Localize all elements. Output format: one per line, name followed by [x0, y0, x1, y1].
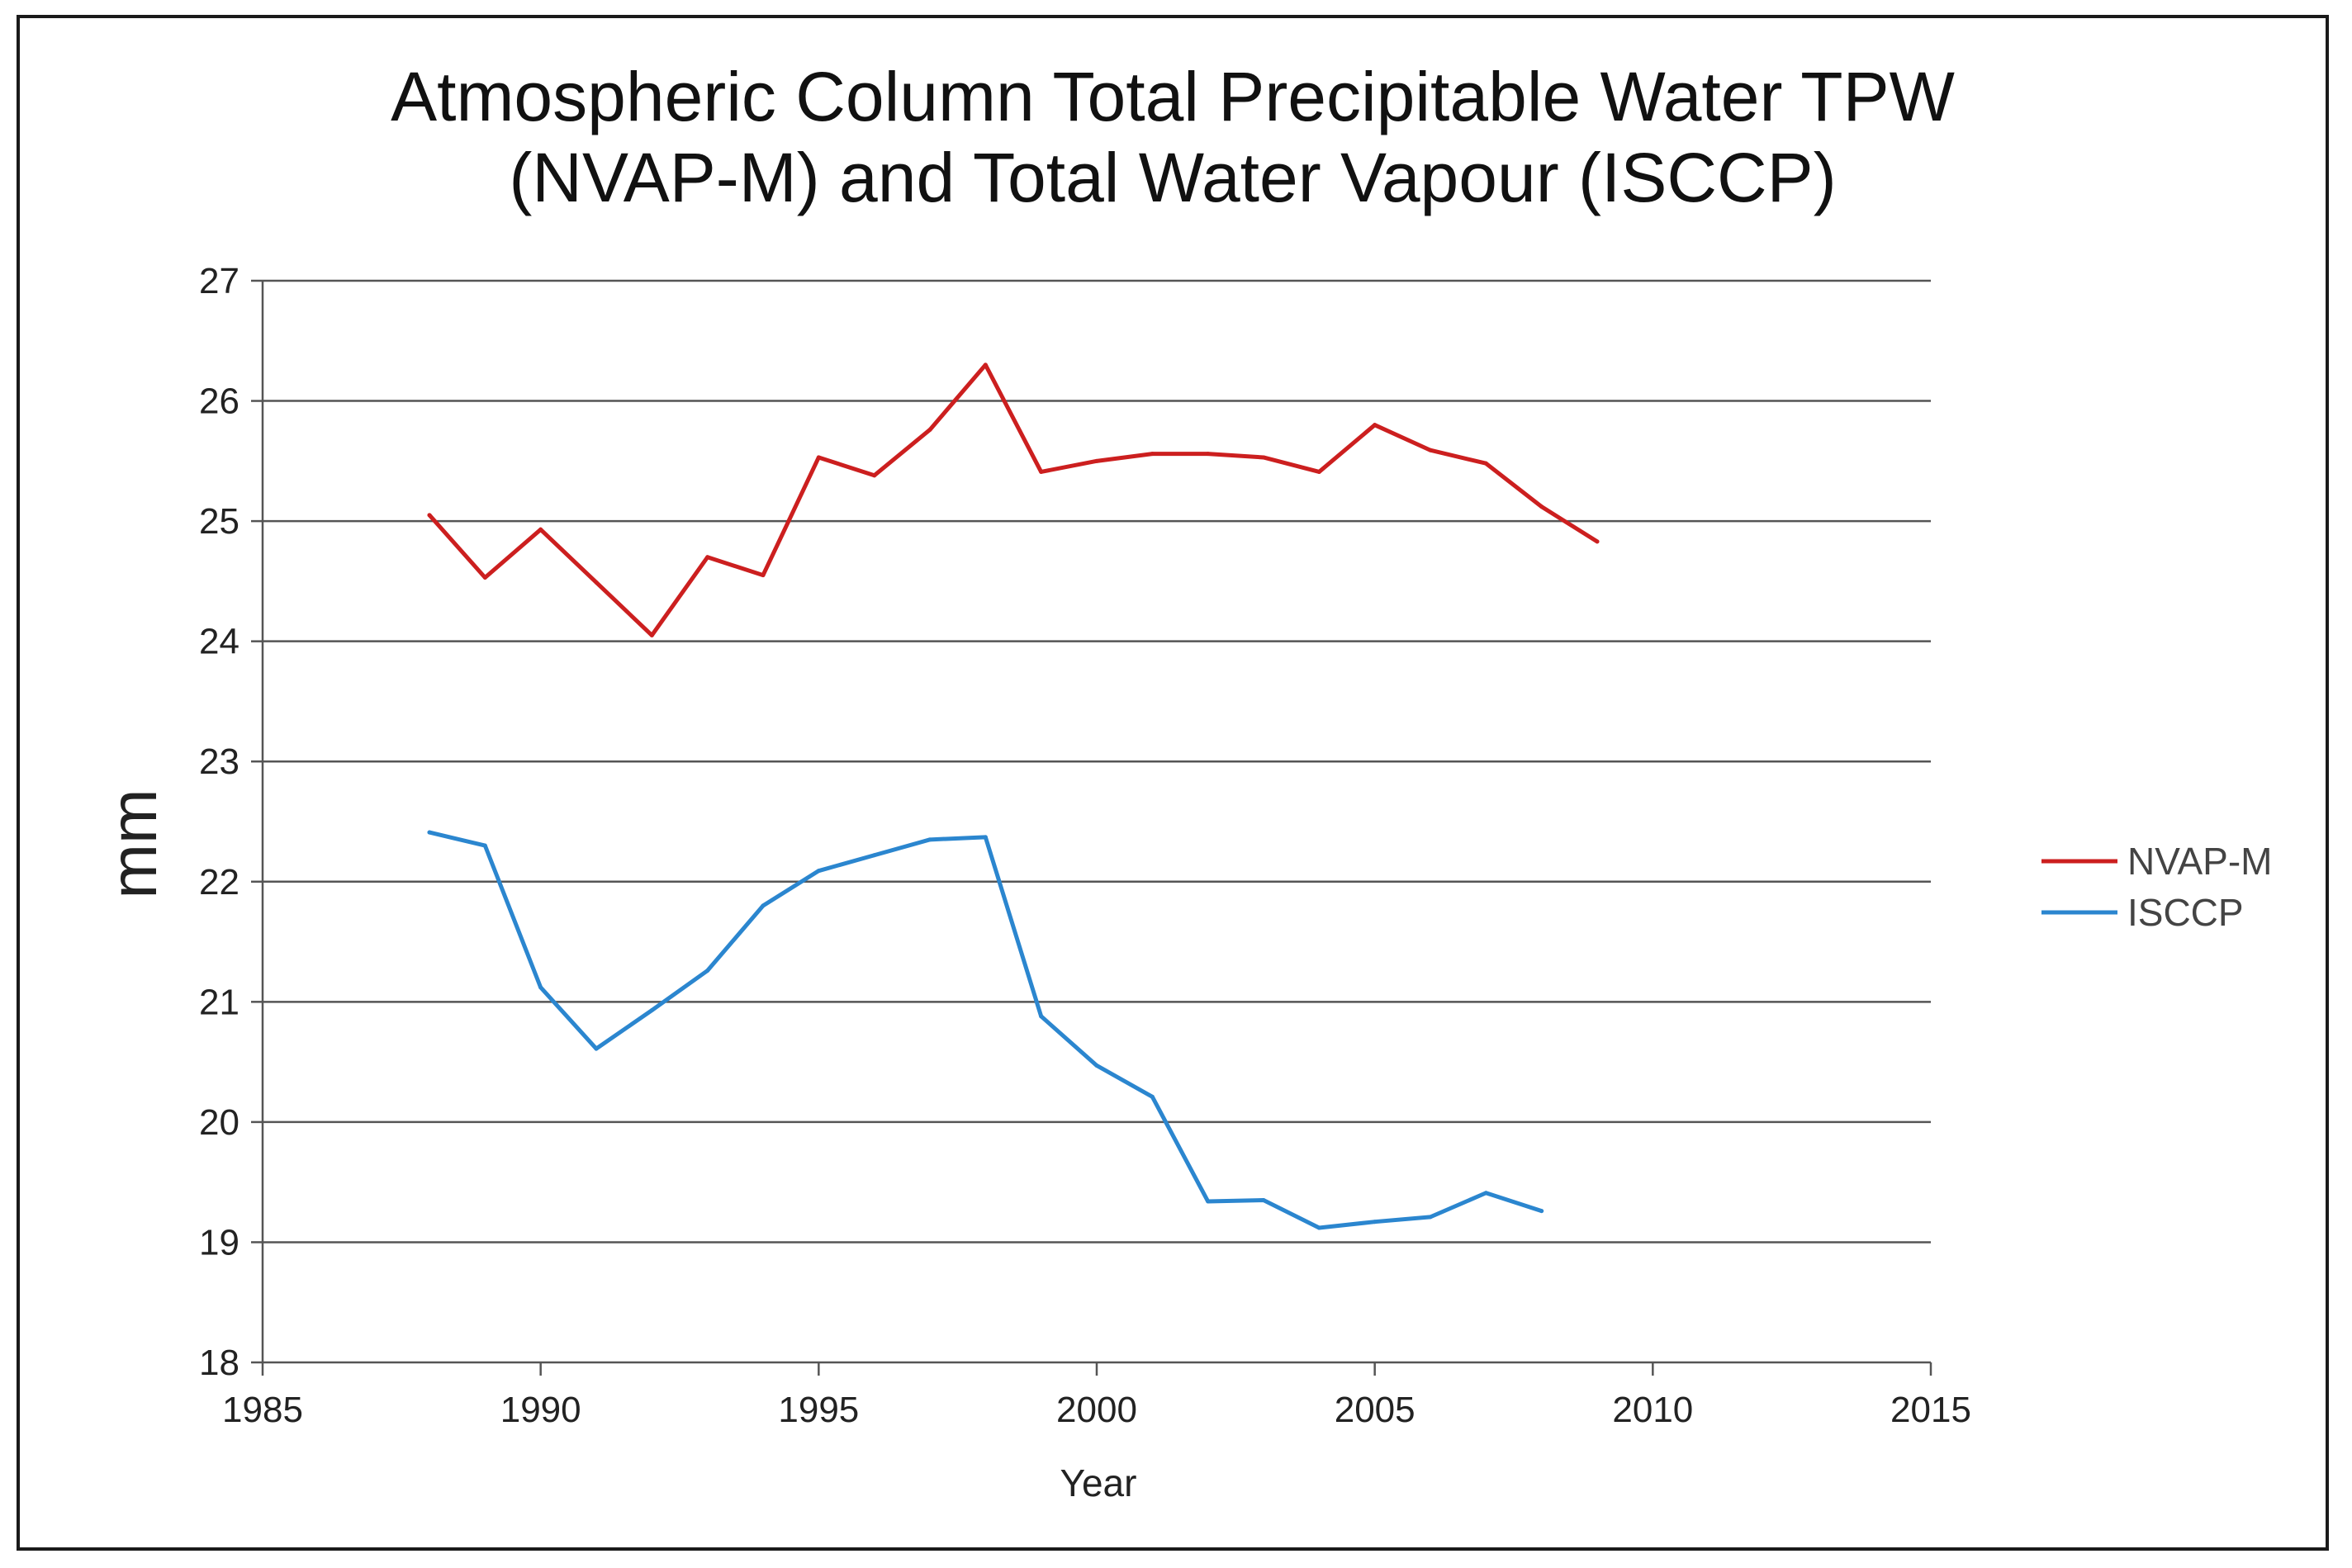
- chart-title-line-2: (NVAP-M) and Total Water Vapour (ISCCP): [509, 139, 1836, 216]
- y-tick-label: 26: [199, 381, 239, 422]
- data-point-nvap-m: [1039, 469, 1044, 474]
- x-axis-title: Year: [1060, 1461, 1137, 1504]
- data-point-isccp: [594, 1046, 599, 1051]
- data-point-isccp: [649, 1008, 654, 1013]
- data-point-nvap-m: [594, 580, 599, 585]
- x-tick-label: 1990: [500, 1390, 581, 1430]
- tick-labels: 18 19 20 21 22 23 24 25 26 27 1985 1990 1995 2000 2005…: [199, 261, 1971, 1430]
- data-point-nvap-m: [983, 362, 988, 367]
- y-tick-label: 18: [199, 1343, 239, 1383]
- data-point-nvap-m: [1206, 452, 1211, 457]
- data-point-isccp: [1316, 1225, 1321, 1230]
- data-point-isccp: [872, 853, 877, 858]
- data-point-isccp: [1539, 1209, 1544, 1214]
- data-point-isccp: [1094, 1063, 1099, 1068]
- data-point-isccp: [1373, 1220, 1378, 1225]
- data-point-isccp: [927, 837, 932, 842]
- data-point-nvap-m: [761, 573, 766, 578]
- data-point-nvap-m: [649, 632, 654, 637]
- y-tick-label: 22: [199, 862, 239, 902]
- data-point-isccp: [1150, 1094, 1155, 1099]
- series-line-nvap-m: [427, 362, 1600, 637]
- data-point-isccp: [1483, 1191, 1488, 1196]
- y-tick-label: 27: [199, 261, 239, 301]
- data-point-isccp: [1261, 1198, 1266, 1202]
- data-point-isccp: [1206, 1199, 1211, 1204]
- data-point-nvap-m: [816, 455, 821, 460]
- data-point-isccp: [761, 903, 766, 908]
- axes: [251, 279, 1932, 1376]
- x-tick-label: 2000: [1056, 1390, 1137, 1430]
- data-point-nvap-m: [482, 576, 487, 580]
- x-tick-label: 1995: [778, 1390, 859, 1430]
- legend-label-nvap-m: NVAP-M: [2127, 840, 2273, 883]
- chart-frame: Atmospheric Column Total Precipitable Wa…: [17, 15, 2329, 1551]
- y-tick-label: 19: [199, 1222, 239, 1262]
- y-tick-label: 20: [199, 1102, 239, 1143]
- y-axis-title: mm: [97, 789, 170, 898]
- legend-label-isccp: ISCCP: [2127, 891, 2244, 934]
- x-tick-label: 2015: [1890, 1390, 1971, 1430]
- legend: NVAP-M ISCCP: [2041, 840, 2273, 934]
- data-point-isccp: [538, 985, 543, 990]
- data-point-nvap-m: [872, 473, 877, 478]
- gridlines: [263, 279, 1931, 1244]
- y-tick-label: 24: [199, 622, 239, 662]
- x-tick-label: 1985: [222, 1390, 303, 1430]
- data-point-isccp: [983, 835, 988, 840]
- x-tick-label: 2005: [1335, 1390, 1415, 1430]
- data-point-nvap-m: [1094, 458, 1099, 463]
- data-point-nvap-m: [1261, 455, 1266, 460]
- data-point-nvap-m: [1373, 423, 1378, 428]
- data-point-isccp: [816, 869, 821, 874]
- x-tick-label: 2010: [1612, 1390, 1693, 1430]
- data-point-nvap-m: [927, 427, 932, 432]
- data-point-nvap-m: [1150, 452, 1155, 457]
- y-tick-label: 23: [199, 741, 239, 782]
- data-point-nvap-m: [1428, 448, 1433, 452]
- data-point-isccp: [1039, 1014, 1044, 1019]
- data-point-isccp: [1428, 1215, 1433, 1220]
- series-line-isccp: [427, 830, 1544, 1230]
- chart: Atmospheric Column Total Precipitable Wa…: [97, 58, 2273, 1504]
- data-point-nvap-m: [705, 555, 710, 560]
- data-point-isccp: [482, 843, 487, 848]
- y-tick-label: 25: [199, 501, 239, 542]
- data-point-nvap-m: [427, 513, 432, 518]
- data-point-nvap-m: [1539, 505, 1544, 509]
- data-point-nvap-m: [1483, 461, 1488, 466]
- chart-title-line-1: Atmospheric Column Total Precipitable Wa…: [391, 58, 1955, 135]
- data-point-nvap-m: [1595, 539, 1600, 544]
- data-point-nvap-m: [538, 527, 543, 532]
- data-point-isccp: [427, 830, 432, 835]
- data-point-nvap-m: [1316, 469, 1321, 474]
- data-point-isccp: [705, 968, 710, 973]
- y-tick-label: 21: [199, 982, 239, 1022]
- series-lines: [427, 362, 1600, 1230]
